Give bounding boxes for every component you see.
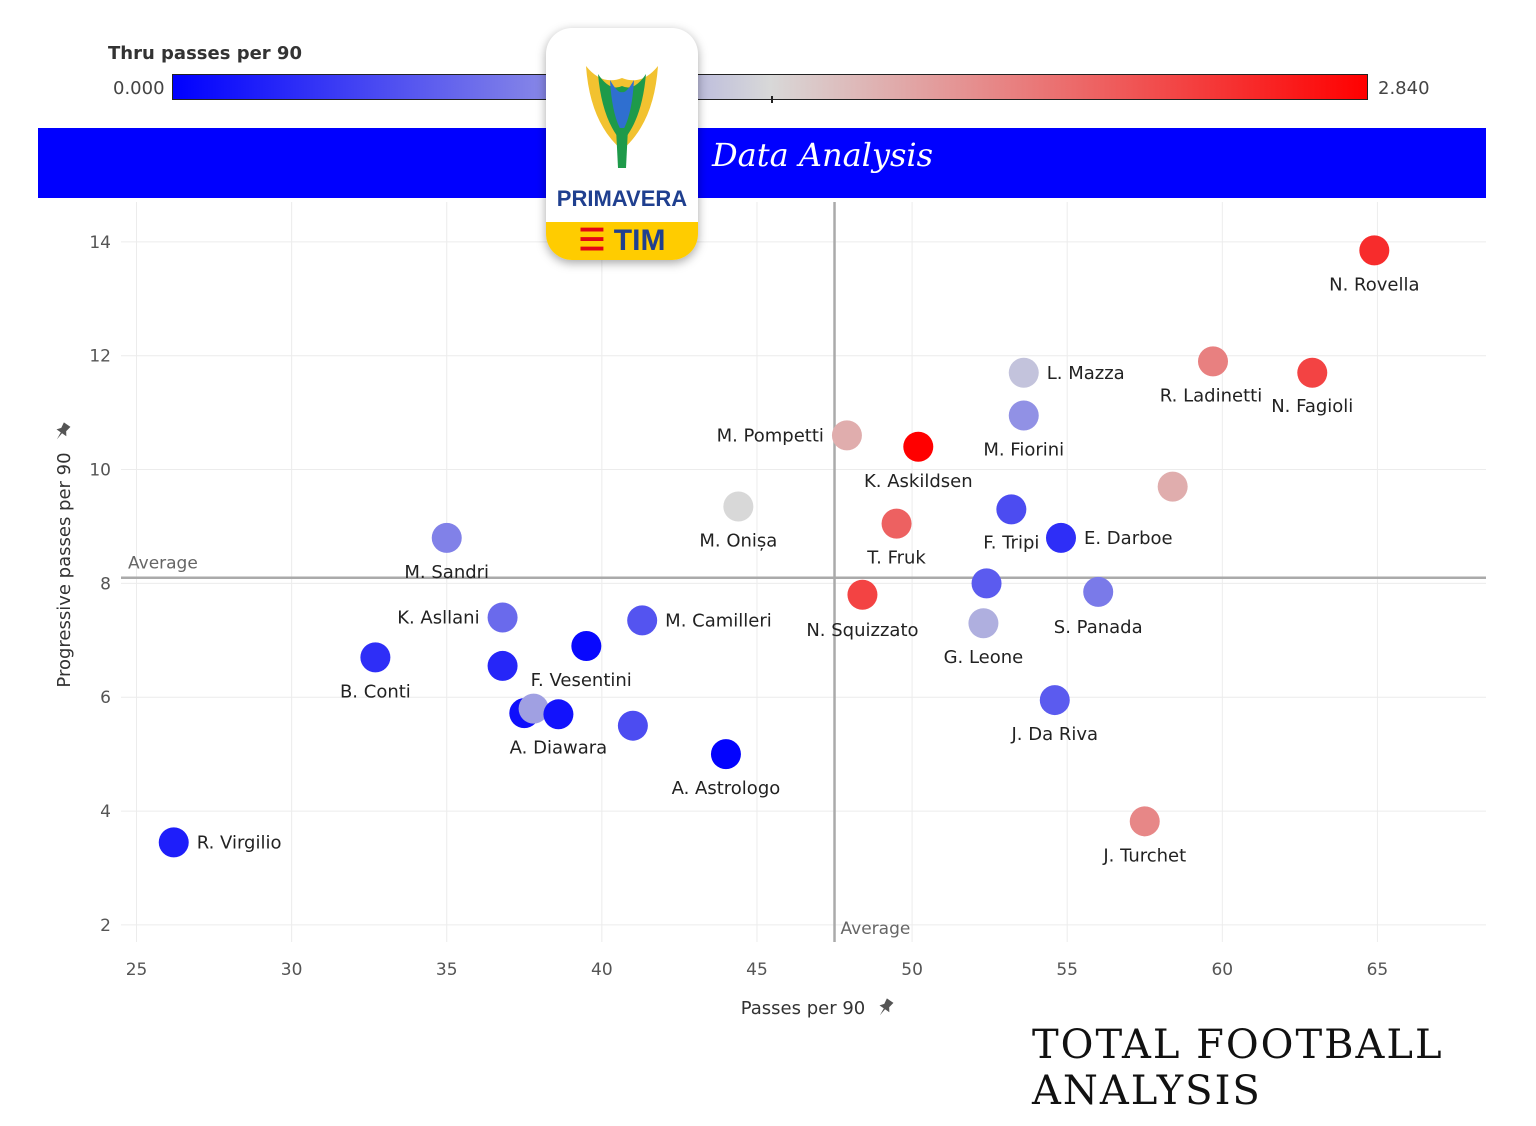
y-tick-label: 2 [100, 916, 111, 936]
point-label: J. Da Riva [1011, 724, 1099, 745]
data-point [1198, 346, 1228, 377]
data-point [847, 579, 878, 610]
y-tick-label: 10 [89, 461, 111, 481]
point-label: S. Panada [1054, 617, 1143, 638]
data-points [158, 235, 1390, 858]
data-point [360, 642, 391, 673]
x-tick-label: 50 [901, 960, 923, 980]
x-tick-label: 30 [281, 960, 303, 980]
data-point [1008, 400, 1039, 431]
data-point [1129, 806, 1160, 837]
x-tick-label: 45 [746, 960, 768, 980]
data-point [968, 608, 999, 639]
point-label: L. Mazza [1047, 363, 1125, 384]
data-point [710, 739, 741, 770]
data-point [543, 699, 574, 730]
tim-mark-icon: ☰ [578, 224, 614, 257]
data-point [158, 827, 189, 858]
tick-labels: 25 30 35 40 45 50 55 60 65 2 4 6 8 10 12 14 [89, 233, 1388, 980]
point-label: B. Conti [340, 681, 411, 702]
point-label: J. Turchet [1102, 845, 1186, 866]
x-tick-label: 40 [591, 960, 613, 980]
average-lines: Average Average [121, 202, 1486, 942]
x-tick-label: 35 [436, 960, 458, 980]
point-label: R. Ladinetti [1160, 385, 1262, 406]
primavera-logo: PRIMAVERA ☰ TIM [546, 28, 698, 260]
legend-title: Thru passes per 90 [108, 43, 302, 64]
legend-tick [771, 96, 773, 103]
point-label: M. Fiorini [983, 439, 1064, 460]
x-tick-label: 55 [1056, 960, 1078, 980]
legend-min-label: 0.000 [113, 78, 165, 99]
trophy-icon [586, 66, 658, 168]
point-labels: N. Rovella R. Ladinetti N. Fagioli L. Mazza… [197, 274, 1420, 866]
logo-primavera-text: PRIMAVERA [556, 186, 688, 211]
point-label: M. Onișa [699, 531, 777, 552]
data-point [1157, 471, 1188, 502]
x-axis-pin-icon [879, 998, 894, 1016]
data-point [431, 522, 462, 553]
x-tick-label: 65 [1367, 960, 1389, 980]
data-point [903, 431, 934, 462]
data-point [996, 494, 1027, 525]
point-label: K. Askildsen [864, 471, 973, 492]
logo-sponsor-band: ☰ TIM [546, 222, 698, 260]
data-point [1297, 357, 1328, 388]
point-label: A. Astrologo [672, 778, 781, 799]
data-point [1359, 235, 1390, 266]
point-label: M. Pompetti [717, 425, 824, 446]
watermark-logo: TOTAL FOOTBALL ANALYSIS [1032, 1022, 1444, 1114]
data-point [1045, 522, 1076, 553]
data-point [617, 710, 648, 741]
point-label: T. Fruk [866, 548, 926, 569]
data-point [1039, 685, 1070, 716]
point-label: F. Tripi [983, 532, 1039, 553]
point-label: R. Virgilio [197, 832, 282, 853]
point-label: N. Squizzato [806, 620, 918, 641]
data-point [1083, 576, 1114, 607]
y-tick-label: 6 [100, 688, 111, 708]
data-point [487, 650, 518, 681]
x-axis-label: Passes per 90 [741, 998, 866, 1019]
data-point [831, 420, 862, 451]
point-label: A. Diawara [510, 737, 608, 758]
legend-max-label: 2.840 [1378, 78, 1430, 99]
y-tick-label: 4 [100, 802, 111, 822]
data-point [881, 508, 912, 539]
data-point [518, 693, 549, 724]
data-point [627, 605, 658, 636]
point-label: E. Darboe [1084, 528, 1173, 549]
y-axis-pin-icon [56, 422, 71, 440]
data-point [1008, 357, 1039, 388]
x-tick-label: 25 [126, 960, 148, 980]
average-y-label: Average [128, 554, 198, 574]
point-label: K. Asllani [397, 608, 479, 629]
point-label: F. Vesentini [531, 670, 632, 691]
y-tick-label: 12 [89, 347, 111, 367]
point-label: N. Rovella [1329, 274, 1419, 295]
data-point [487, 602, 518, 633]
average-x-label: Average [841, 919, 911, 939]
logo-sponsor-text: TIM [613, 224, 666, 257]
x-tick-label: 60 [1211, 960, 1233, 980]
color-legend-bar [172, 74, 1368, 100]
point-label: M. Camilleri [665, 610, 772, 631]
data-point [723, 491, 754, 522]
y-tick-label: 14 [89, 233, 111, 253]
data-point [971, 568, 1002, 599]
y-tick-label: 8 [100, 574, 111, 594]
header-banner [38, 128, 1486, 198]
point-label: G. Leone [944, 647, 1024, 668]
y-axis-label: Progressive passes per 90 [54, 452, 75, 687]
banner-title: Data Analysis [712, 136, 934, 174]
point-label: N. Fagioli [1271, 396, 1353, 417]
data-point [571, 631, 602, 661]
point-label: M. Sandri [404, 562, 489, 583]
grid [121, 202, 1486, 942]
